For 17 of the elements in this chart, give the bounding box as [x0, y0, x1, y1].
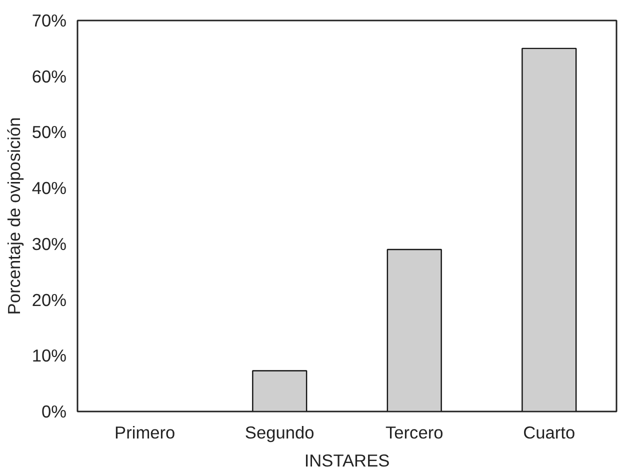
bar	[386, 248, 442, 412]
x-axis-title: INSTARES	[304, 450, 390, 470]
x-tick-label: Cuarto	[523, 422, 576, 442]
bar	[522, 48, 577, 412]
y-tick-label: 60%	[32, 66, 67, 86]
y-tick-label: 10%	[32, 346, 67, 366]
y-tick-label: 50%	[32, 122, 67, 142]
y-tick-label: 30%	[32, 234, 67, 254]
x-tick-label: Segundo	[244, 422, 314, 442]
y-tick-label: 70%	[32, 10, 67, 30]
y-axis-title: Porcentaje de oviposición	[4, 117, 24, 315]
y-tick-label: 40%	[32, 178, 67, 198]
y-tick-label: 20%	[32, 290, 67, 310]
x-tick-label: Primero	[114, 422, 176, 442]
x-tick-label: Tercero	[385, 422, 444, 442]
y-tick-label: 0%	[41, 402, 66, 422]
bar	[252, 370, 308, 412]
